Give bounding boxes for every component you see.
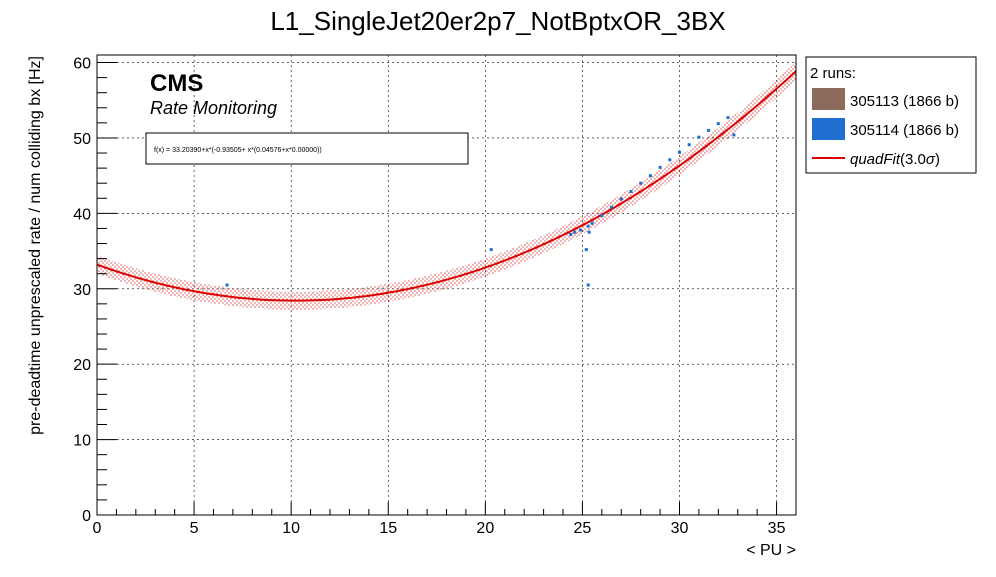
- data-point-series-1: [225, 283, 229, 287]
- data-point-series-1: [584, 248, 588, 252]
- data-point-series-1: [489, 248, 493, 252]
- data-point-series-1: [678, 150, 681, 154]
- data-points: [225, 116, 736, 287]
- legend-box: [805, 56, 977, 174]
- data-point-series-1: [586, 224, 590, 228]
- x-tick-label: 20: [476, 520, 494, 537]
- y-tick-label: 40: [73, 206, 91, 223]
- x-tick-label: 15: [379, 520, 397, 537]
- data-point-series-1: [707, 128, 711, 132]
- legend-header: 2 runs:: [810, 65, 856, 82]
- y-tick-label: 20: [73, 357, 91, 374]
- data-point-series-1: [668, 158, 672, 162]
- y-tick-label: 0: [82, 508, 91, 525]
- legend: 2 runs: 305113 (1866 b) 305114 (1866 b) …: [805, 56, 977, 174]
- x-axis-label: < PU >: [746, 542, 796, 559]
- legend-entry-305114: 305114 (1866 b): [850, 122, 959, 139]
- fit-curve: [96, 70, 797, 302]
- data-point-series-1: [573, 230, 577, 234]
- fit-formula: f(x) = 33.20390+x*(-0.93505+ x*(0.04576+…: [154, 147, 322, 154]
- data-point-series-1: [648, 174, 652, 178]
- chart-title: L1_SingleJet20er2p7_NotBptxOR_3BX: [270, 6, 725, 36]
- data-point-series-1: [590, 221, 594, 225]
- cms-sublabel: Rate Monitoring: [150, 98, 277, 118]
- x-tick-label: 30: [671, 520, 689, 537]
- x-tick-label: 35: [768, 520, 786, 537]
- y-tick-label: 60: [73, 56, 91, 73]
- data-point-series-1: [579, 228, 582, 232]
- legend-fit-sigma-label: (3.0: [900, 151, 926, 168]
- legend-fit-sigma-close: ): [935, 151, 940, 168]
- data-point-series-1: [586, 283, 590, 287]
- axis-ticks: 0 5 10 15 20 25 30 35 0 10 20 30 40 50 60: [73, 56, 785, 537]
- data-point-series-1: [639, 181, 643, 185]
- y-tick-label: 50: [73, 131, 91, 148]
- data-point-series-1: [629, 190, 633, 193]
- data-point-series-1: [697, 135, 701, 139]
- legend-entry-fit: quadFit(3.0σ): [850, 151, 940, 168]
- data-point-series-1: [587, 230, 591, 234]
- x-tick-label: 5: [190, 520, 199, 537]
- fit-line: [96, 70, 797, 302]
- data-point-series-1: [687, 143, 691, 147]
- cms-label: CMS: [150, 70, 203, 97]
- y-tick-label: 10: [73, 433, 91, 450]
- data-point-series-1: [600, 214, 604, 218]
- legend-fit-sigma-symbol: σ: [926, 151, 936, 168]
- legend-swatch-305113: [812, 88, 845, 110]
- data-point-series-1: [716, 122, 720, 126]
- legend-entry-305113: 305113 (1866 b): [850, 93, 959, 110]
- legend-swatch-305114: [812, 118, 845, 140]
- data-point-series-1: [619, 197, 623, 201]
- data-point-series-1: [569, 233, 573, 236]
- legend-fit-name: quadFit: [850, 151, 901, 168]
- data-point-series-1: [726, 116, 730, 120]
- x-tick-label: 0: [93, 520, 102, 537]
- x-tick-label: 25: [574, 520, 592, 537]
- x-tick-label: 10: [282, 520, 300, 537]
- fit-formula-box: [145, 132, 469, 165]
- data-point-series-1: [732, 133, 736, 137]
- y-tick-label: 30: [73, 282, 91, 299]
- y-axis-label: pre-deadtime unprescaled rate / num coll…: [27, 56, 44, 435]
- data-point-series-1: [658, 165, 662, 169]
- data-point-series-1: [610, 205, 613, 209]
